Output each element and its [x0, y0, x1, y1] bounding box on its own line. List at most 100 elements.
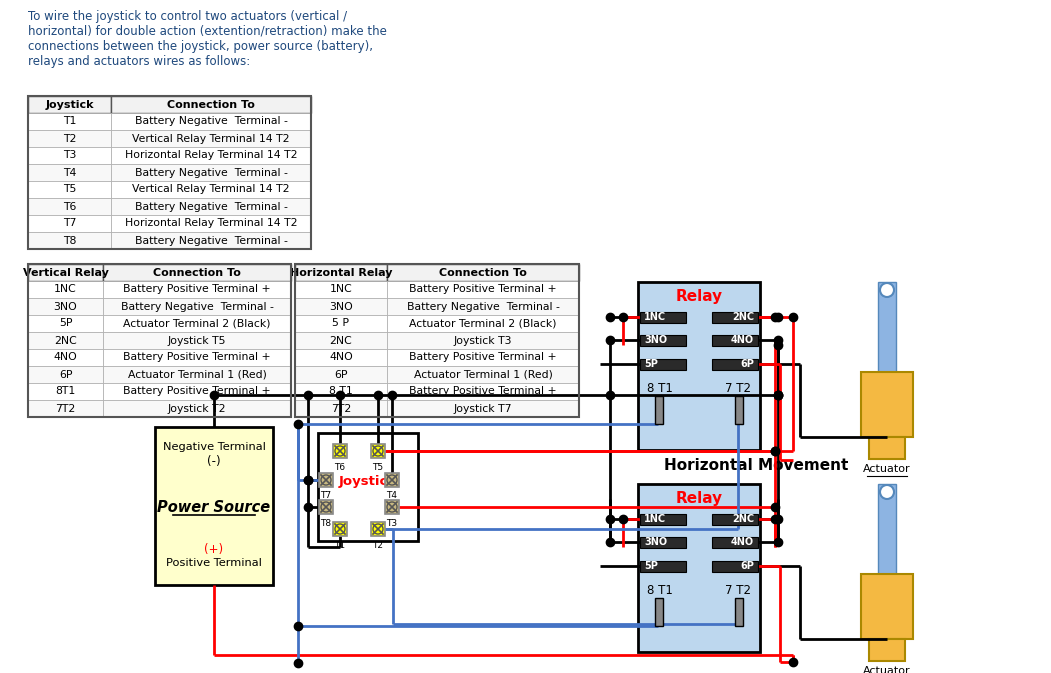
- Bar: [295, 349, 387, 366]
- Bar: [28, 181, 111, 198]
- Bar: [333, 522, 347, 536]
- Text: T8: T8: [321, 518, 331, 528]
- Bar: [111, 96, 311, 113]
- Bar: [655, 396, 663, 424]
- Text: Positive Terminal: Positive Terminal: [166, 558, 262, 568]
- Bar: [387, 383, 579, 400]
- Text: 2NC: 2NC: [54, 336, 77, 345]
- Text: 1NC: 1NC: [644, 312, 666, 322]
- Text: Connection To: Connection To: [153, 267, 241, 277]
- Text: Horizontal Relay: Horizontal Relay: [290, 267, 392, 277]
- Text: Relay: Relay: [676, 491, 723, 505]
- Text: Vertical Relay Terminal 14 T2: Vertical Relay Terminal 14 T2: [132, 184, 290, 194]
- Text: T7: T7: [63, 219, 76, 229]
- Text: 4NO: 4NO: [329, 353, 353, 363]
- Text: 7 T2: 7 T2: [725, 382, 751, 396]
- Bar: [103, 349, 291, 366]
- Bar: [28, 164, 111, 181]
- Text: (+): (+): [205, 542, 224, 555]
- Bar: [28, 366, 103, 383]
- Bar: [28, 147, 111, 164]
- Bar: [295, 264, 387, 281]
- Bar: [28, 349, 103, 366]
- Text: Actuator Terminal 1 (Red): Actuator Terminal 1 (Red): [413, 369, 553, 380]
- Text: Vertical Relay Terminal 14 T2: Vertical Relay Terminal 14 T2: [132, 133, 290, 143]
- Bar: [154, 427, 273, 585]
- Text: Horizontal Relay Terminal 14 T2: Horizontal Relay Terminal 14 T2: [125, 219, 297, 229]
- Text: 7T2: 7T2: [331, 404, 351, 413]
- Bar: [385, 473, 399, 487]
- Bar: [387, 349, 579, 366]
- Bar: [878, 484, 897, 574]
- Bar: [712, 312, 758, 323]
- Text: T7: T7: [321, 491, 331, 501]
- Text: 3NO: 3NO: [329, 302, 353, 312]
- Text: Horizontal Movement: Horizontal Movement: [664, 458, 848, 472]
- Text: Battery Positive Terminal +: Battery Positive Terminal +: [123, 353, 271, 363]
- Text: Joystick T3: Joystick T3: [454, 336, 512, 345]
- Text: 1NC: 1NC: [54, 285, 77, 295]
- Bar: [640, 537, 686, 548]
- Bar: [640, 561, 686, 572]
- Bar: [712, 335, 758, 346]
- Text: Joystick T5: Joystick T5: [168, 336, 226, 345]
- Text: 5P: 5P: [644, 359, 658, 369]
- Text: T6: T6: [63, 201, 76, 211]
- Bar: [640, 514, 686, 525]
- Bar: [869, 437, 905, 459]
- Text: T2: T2: [63, 133, 76, 143]
- Text: To wire the joystick to control two actuators (vertical /: To wire the joystick to control two actu…: [28, 10, 347, 23]
- Text: T8: T8: [63, 236, 76, 246]
- Bar: [295, 332, 387, 349]
- Bar: [28, 400, 103, 417]
- Text: Battery Negative  Terminal -: Battery Negative Terminal -: [135, 168, 287, 178]
- Bar: [111, 164, 311, 181]
- Bar: [295, 366, 387, 383]
- Text: 4NO: 4NO: [730, 537, 754, 547]
- Text: Joystick: Joystick: [338, 476, 397, 489]
- Text: T5: T5: [63, 184, 76, 194]
- Text: 7 T2: 7 T2: [725, 584, 751, 598]
- Text: Horizontal Relay Terminal 14 T2: Horizontal Relay Terminal 14 T2: [125, 151, 297, 160]
- Bar: [640, 312, 686, 323]
- Text: 3NO: 3NO: [54, 302, 78, 312]
- Text: Vertical Relay: Vertical Relay: [22, 267, 108, 277]
- Text: 8 T1: 8 T1: [329, 386, 353, 396]
- Text: Connection To: Connection To: [439, 267, 527, 277]
- Text: 5 P: 5 P: [332, 318, 350, 328]
- Text: Joystick T2: Joystick T2: [168, 404, 226, 413]
- Bar: [638, 484, 760, 652]
- Bar: [28, 96, 111, 113]
- Bar: [295, 281, 387, 298]
- Bar: [869, 639, 905, 661]
- Bar: [111, 215, 311, 232]
- Bar: [28, 264, 291, 417]
- Bar: [320, 473, 333, 487]
- Text: Power Source: Power Source: [158, 501, 270, 516]
- Text: Joystick T7: Joystick T7: [454, 404, 512, 413]
- Bar: [103, 383, 291, 400]
- Bar: [712, 514, 758, 525]
- Text: Actuator Terminal 2 (Black): Actuator Terminal 2 (Black): [123, 318, 271, 328]
- Bar: [638, 282, 760, 450]
- Bar: [103, 315, 291, 332]
- Bar: [318, 433, 418, 541]
- Circle shape: [880, 283, 894, 297]
- Bar: [333, 444, 347, 458]
- Text: Actuator Terminal 1 (Red): Actuator Terminal 1 (Red): [127, 369, 267, 380]
- Text: T1: T1: [334, 540, 346, 549]
- Text: T4: T4: [63, 168, 76, 178]
- Bar: [111, 130, 311, 147]
- Bar: [371, 522, 385, 536]
- Bar: [295, 315, 387, 332]
- Bar: [295, 264, 579, 417]
- Text: Actuator Terminal 2 (Black): Actuator Terminal 2 (Black): [409, 318, 557, 328]
- Bar: [861, 574, 913, 639]
- Text: Battery Positive Terminal +: Battery Positive Terminal +: [409, 386, 557, 396]
- Bar: [387, 315, 579, 332]
- Bar: [387, 366, 579, 383]
- Text: 1NC: 1NC: [330, 285, 352, 295]
- Text: Battery Positive Terminal +: Battery Positive Terminal +: [123, 386, 271, 396]
- Bar: [103, 400, 291, 417]
- Bar: [712, 359, 758, 370]
